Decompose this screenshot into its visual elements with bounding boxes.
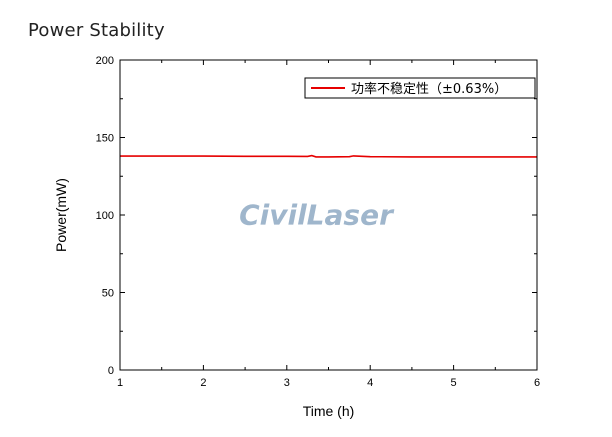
watermark-text: CivilLaser [239, 198, 395, 231]
x-axis-title: Time (h) [303, 403, 355, 419]
y-tick-label: 200 [96, 55, 114, 67]
y-tick-label: 0 [108, 365, 114, 377]
x-tick-label: 2 [200, 377, 206, 389]
x-tick-label: 1 [117, 377, 123, 389]
y-tick-label: 150 [96, 133, 114, 145]
x-tick-label: 6 [534, 377, 540, 389]
y-tick-label: 50 [102, 288, 114, 300]
x-tick-label: 4 [367, 377, 373, 389]
series-line [120, 154, 537, 158]
page-title: Power Stability [28, 20, 165, 41]
x-tick-label: 5 [451, 377, 457, 389]
y-axis-title: Power(mW) [53, 178, 69, 252]
legend-box [304, 77, 536, 99]
legend-label: 功率不稳定性（±0.63%） [351, 81, 507, 97]
x-tick-label: 3 [284, 377, 290, 389]
y-tick-label: 100 [96, 210, 114, 222]
